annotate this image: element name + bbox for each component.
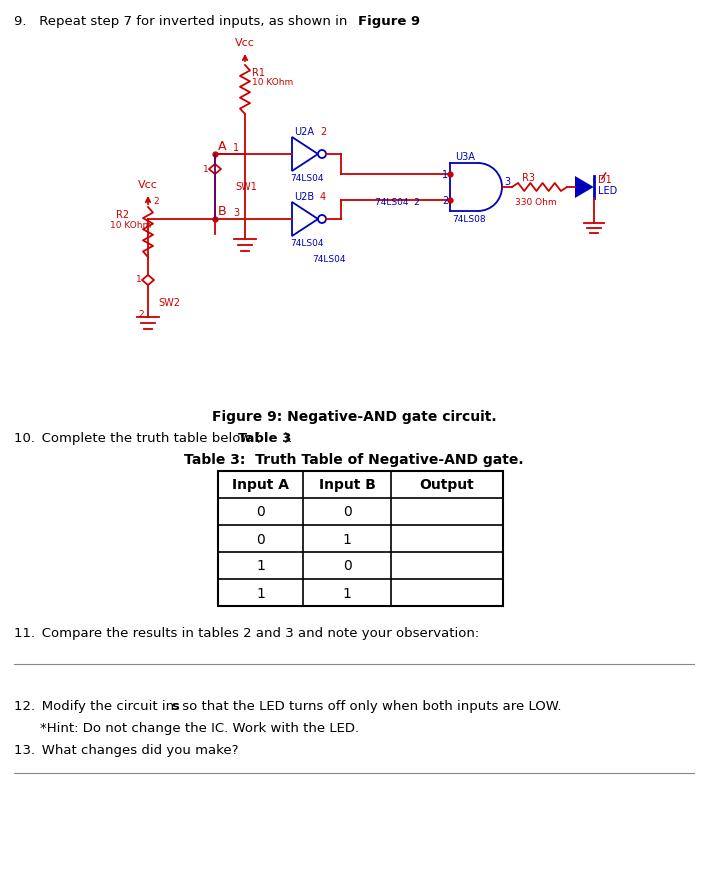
Text: 1: 1 <box>233 143 239 153</box>
Text: LED: LED <box>598 186 617 196</box>
Text: Vcc: Vcc <box>235 38 255 48</box>
Text: Table 3: Table 3 <box>238 431 291 445</box>
Text: 10. Complete the truth table below (: 10. Complete the truth table below ( <box>14 431 261 445</box>
Text: 3: 3 <box>233 208 239 217</box>
Bar <box>218 472 503 606</box>
Text: Vcc: Vcc <box>138 180 158 189</box>
Text: 9.   Repeat step 7 for inverted inputs, as shown in: 9. Repeat step 7 for inverted inputs, as… <box>14 15 352 28</box>
Text: U3A: U3A <box>455 152 475 162</box>
Text: 1: 1 <box>136 275 142 284</box>
Text: 1: 1 <box>342 586 352 600</box>
Text: 4: 4 <box>320 192 326 202</box>
Text: 330 Ohm: 330 Ohm <box>515 198 557 207</box>
Text: 11. Compare the results in tables 2 and 3 and note your observation:: 11. Compare the results in tables 2 and … <box>14 626 479 639</box>
Text: 74LS08: 74LS08 <box>452 215 486 224</box>
Polygon shape <box>575 177 593 199</box>
Text: so that the LED turns off only when both inputs are LOW.: so that the LED turns off only when both… <box>178 699 562 712</box>
Text: Figure 9: Negative-AND gate circuit.: Figure 9: Negative-AND gate circuit. <box>212 410 496 424</box>
Text: 74LS04: 74LS04 <box>290 174 323 182</box>
Text: 1: 1 <box>342 531 352 545</box>
Text: 10 KOhm: 10 KOhm <box>252 78 294 87</box>
Text: 10 KOhm: 10 KOhm <box>110 221 151 230</box>
Text: ).: ). <box>284 431 294 445</box>
Text: 74LS04: 74LS04 <box>290 239 323 247</box>
Text: U2B: U2B <box>294 192 314 202</box>
Text: U2A: U2A <box>294 127 314 137</box>
Text: A: A <box>218 139 226 153</box>
Text: 1: 1 <box>256 559 265 573</box>
Text: 3: 3 <box>504 177 510 187</box>
Text: 1: 1 <box>442 170 448 180</box>
Text: s: s <box>171 699 179 712</box>
Text: SW1: SW1 <box>235 182 257 192</box>
Text: 13. What changes did you make?: 13. What changes did you make? <box>14 743 238 756</box>
Text: Table 3:  Truth Table of Negative-AND gate.: Table 3: Truth Table of Negative-AND gat… <box>184 453 524 467</box>
Text: 2: 2 <box>320 127 326 137</box>
Text: 2: 2 <box>442 196 448 206</box>
Text: Figure 9: Figure 9 <box>358 15 420 28</box>
Text: Input A: Input A <box>232 478 289 492</box>
Text: 1: 1 <box>256 586 265 600</box>
Text: R3: R3 <box>522 173 535 182</box>
Text: D1: D1 <box>598 175 611 185</box>
Text: .: . <box>412 15 416 28</box>
Text: 74LS04  2: 74LS04 2 <box>375 198 420 207</box>
Text: 0: 0 <box>256 531 265 545</box>
Text: R1: R1 <box>252 68 265 78</box>
Text: Input B: Input B <box>318 478 376 492</box>
Text: R2: R2 <box>116 210 129 220</box>
Text: B: B <box>218 204 227 217</box>
Text: Output: Output <box>420 478 474 492</box>
Text: 12. Modify the circuit in: 12. Modify the circuit in <box>14 699 179 712</box>
Text: *Hint: Do not change the IC. Work with the LED.: *Hint: Do not change the IC. Work with t… <box>40 721 359 734</box>
Text: SW2: SW2 <box>158 297 180 308</box>
Text: 2: 2 <box>153 197 159 206</box>
Text: 74LS04: 74LS04 <box>312 254 345 264</box>
Text: 0: 0 <box>342 559 352 573</box>
Text: 1: 1 <box>203 164 208 174</box>
Text: 0: 0 <box>256 505 265 519</box>
Text: 0: 0 <box>342 505 352 519</box>
Text: 2: 2 <box>138 310 144 318</box>
